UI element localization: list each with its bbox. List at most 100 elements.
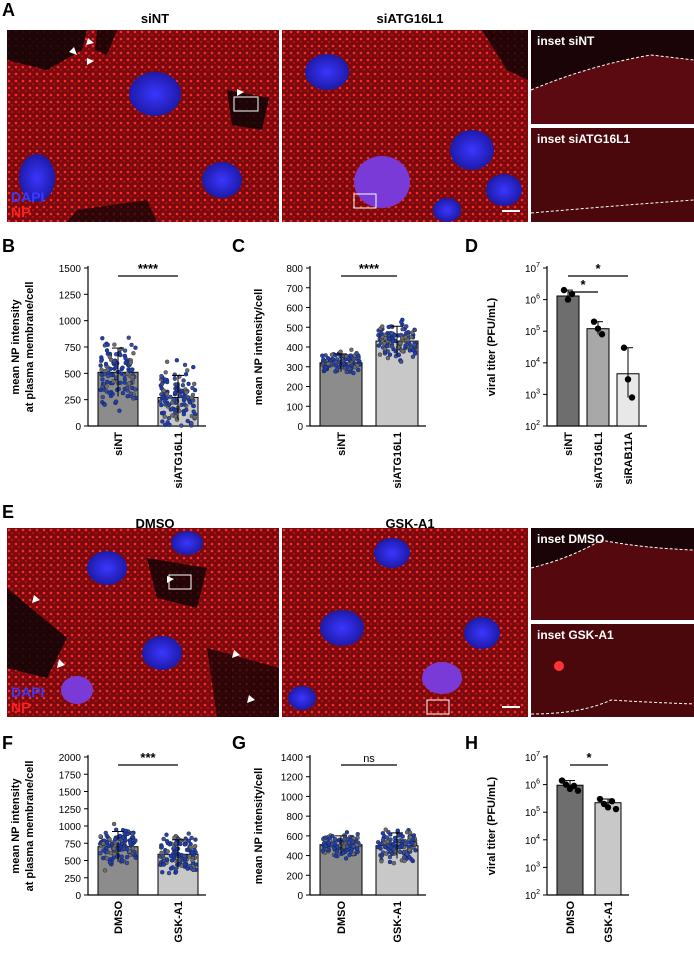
- data-point: [411, 833, 417, 838]
- micrograph-e-dmso: DAPI NP: [7, 528, 279, 717]
- bar: [319, 362, 363, 427]
- data-point: [391, 861, 397, 866]
- data-point: [323, 843, 328, 849]
- data-point: [403, 841, 408, 846]
- data-point: [130, 846, 136, 851]
- data-point: [355, 831, 360, 837]
- data-point: [395, 828, 400, 833]
- data-point: [184, 390, 189, 395]
- data-point: [402, 858, 407, 864]
- inset-e-gska1: inset GSK-A1: [531, 624, 694, 717]
- data-point: [387, 859, 393, 865]
- data-point: [162, 422, 168, 428]
- data-point: [172, 372, 177, 377]
- y-tick-label: 103: [525, 388, 540, 401]
- y-tick-label: 500: [64, 369, 81, 380]
- data-point: [410, 841, 415, 846]
- data-point: [349, 347, 354, 352]
- data-point: [400, 349, 405, 354]
- data-point: [383, 827, 388, 832]
- inset-a-siatg16l1: inset siATG16L1: [531, 128, 694, 222]
- data-point: [376, 343, 381, 348]
- data-point: [598, 331, 606, 338]
- data-point: [377, 352, 383, 357]
- data-point: [191, 867, 196, 873]
- data-point: [392, 333, 397, 338]
- data-point: [104, 833, 109, 838]
- x-tick-label: DMSO: [565, 901, 577, 934]
- data-point: [176, 862, 181, 867]
- data-point: [168, 394, 173, 400]
- data-point: [333, 369, 338, 374]
- data-point: [402, 855, 407, 860]
- significance-label: *: [580, 277, 586, 292]
- significance-label: ****: [359, 261, 380, 276]
- inset-label-dmso: inset DMSO: [537, 532, 605, 546]
- data-point: [98, 834, 103, 839]
- data-point: [165, 849, 170, 854]
- data-point: [102, 402, 107, 407]
- data-point: [326, 361, 331, 366]
- data-point: [102, 343, 107, 348]
- y-tick-label: 100: [286, 402, 303, 413]
- data-point: [112, 851, 117, 857]
- data-point: [351, 844, 356, 849]
- data-point: [338, 349, 343, 354]
- data-point: [115, 361, 120, 366]
- y-tick-label: 500: [64, 857, 81, 868]
- data-point: [182, 853, 187, 859]
- data-point: [186, 381, 191, 387]
- data-point: [399, 843, 405, 848]
- data-point: [340, 850, 346, 856]
- data-point: [409, 335, 414, 340]
- data-point: [116, 386, 121, 392]
- data-point: [385, 355, 391, 361]
- data-point: [323, 835, 328, 840]
- data-point: [184, 407, 189, 413]
- micrograph-e-gska1: [282, 528, 528, 717]
- data-point: [193, 837, 198, 842]
- data-point: [388, 832, 393, 837]
- data-point: [178, 841, 183, 847]
- y-tick-label: 1250: [59, 805, 82, 816]
- data-point: [380, 324, 385, 329]
- bar: [556, 295, 580, 427]
- data-point: [330, 834, 335, 839]
- data-point: [333, 836, 338, 842]
- panel-label-c: C: [232, 236, 245, 256]
- data-point: [344, 830, 350, 835]
- y-tick-label: 600: [286, 304, 303, 315]
- data-point: [120, 365, 125, 370]
- data-point: [164, 391, 170, 397]
- data-point: [191, 403, 196, 409]
- data-point: [102, 868, 108, 873]
- y-axis-label: viral titer (PFU/mL): [486, 297, 498, 396]
- data-point: [179, 423, 184, 428]
- data-point: [159, 381, 165, 387]
- data-point: [161, 388, 166, 393]
- data-point: [185, 847, 191, 853]
- data-point: [379, 331, 384, 336]
- legend-dapi: DAPI: [11, 189, 45, 205]
- data-point: [107, 390, 112, 395]
- panel-label-b: B: [2, 236, 15, 256]
- data-point: [185, 368, 190, 373]
- data-point: [628, 394, 636, 401]
- y-tick-label: 500: [286, 323, 303, 334]
- data-point: [159, 402, 164, 408]
- data-point: [387, 336, 392, 342]
- data-point: [173, 408, 178, 413]
- data-point: [126, 335, 131, 340]
- y-tick-label: 750: [64, 343, 81, 354]
- data-point: [120, 390, 126, 396]
- data-point: [159, 374, 164, 379]
- bar: [556, 784, 584, 896]
- data-point: [173, 869, 179, 875]
- data-point: [407, 855, 412, 860]
- data-point: [133, 387, 138, 392]
- data-point: [111, 379, 116, 384]
- y-tick-label: 300: [286, 363, 303, 374]
- bar: [586, 328, 610, 427]
- data-point: [397, 341, 403, 346]
- data-point: [113, 837, 118, 842]
